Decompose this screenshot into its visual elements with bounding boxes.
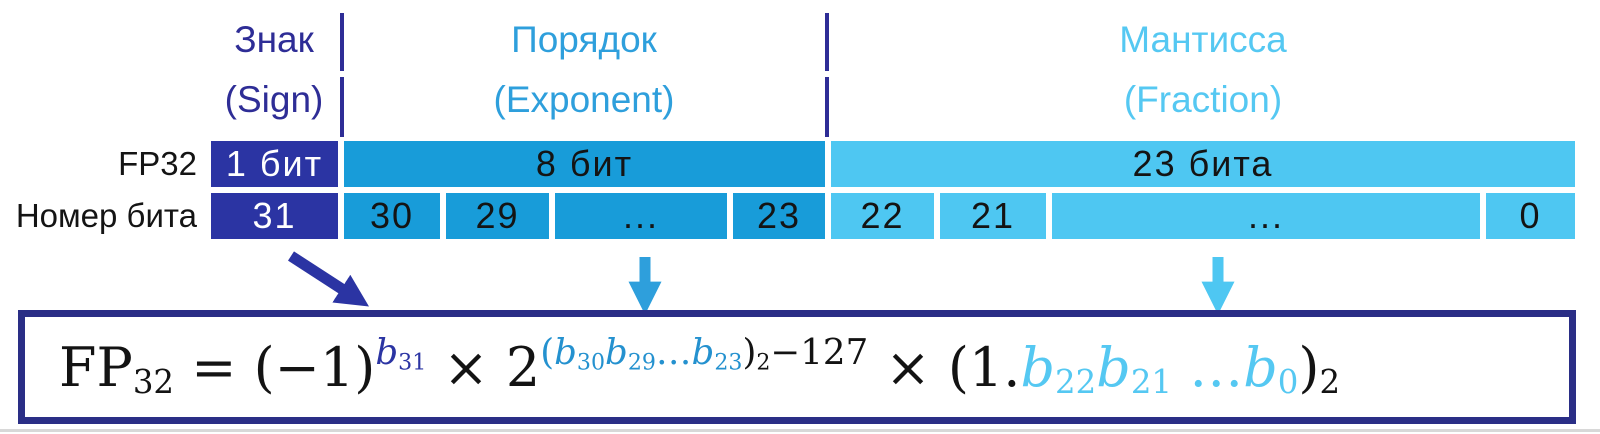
formula-mantissa-base-sub: 2 bbox=[1319, 363, 1341, 402]
fp32-sign-cell: 1 бит bbox=[211, 141, 338, 187]
formula-mantissa-open: (1. bbox=[947, 336, 1021, 400]
column-header-sign-en: (Sign) bbox=[224, 79, 324, 120]
formula-mantissa-close: ) bbox=[1298, 336, 1320, 400]
fp32-exponent-cell: 8 бит bbox=[344, 141, 825, 187]
bit-cell-ellipsis-mant: ... bbox=[1052, 193, 1480, 239]
formula-sign-base: (−1) bbox=[253, 336, 376, 400]
mantissa-arrow-icon bbox=[1201, 257, 1235, 311]
row-label-bit-number: Номер бита bbox=[15, 197, 197, 234]
column-header-exponent-en: (Exponent) bbox=[493, 79, 675, 120]
bit-cell-22: 22 bbox=[831, 193, 934, 239]
bit-cell-21: 21 bbox=[940, 193, 1046, 239]
exponent-arrow-icon bbox=[628, 257, 662, 311]
column-header-mantissa-en: (Fraction) bbox=[1123, 79, 1283, 120]
fp32-formula: FP32 = (−1)b31 × 2(b30b29…b23)2−127 × (1… bbox=[59, 332, 1340, 401]
formula-exponent-group: (b30b29…b23)2−127 bbox=[540, 332, 869, 376]
divider-sign-exponent bbox=[340, 77, 344, 137]
row-label-fp32: FP32 bbox=[118, 145, 197, 182]
formula-times-1: × bbox=[426, 336, 506, 400]
formula-fp-subscript: 32 bbox=[132, 363, 175, 402]
bit-cell-ellipsis-exp: ... bbox=[555, 193, 727, 239]
formula-times-2: × bbox=[868, 336, 948, 400]
formula-exponent-bias: −127 bbox=[770, 332, 869, 374]
column-header-mantissa-ru: Мантисса bbox=[1119, 19, 1287, 60]
column-header-exponent: Порядок (Exponent) bbox=[434, 10, 734, 130]
bit-cell-0: 0 bbox=[1486, 193, 1575, 239]
divider-exponent-mantissa bbox=[825, 13, 829, 71]
column-header-mantissa: Мантисса (Fraction) bbox=[1003, 10, 1403, 130]
bit-cell-29: 29 bbox=[446, 193, 549, 239]
fp32-mantissa-cell: 23 бита bbox=[831, 141, 1575, 187]
divider-sign-exponent bbox=[340, 13, 344, 71]
column-header-exponent-ru: Порядок bbox=[511, 19, 657, 60]
formula-box: FP32 = (−1)b31 × 2(b30b29…b23)2−127 × (1… bbox=[18, 310, 1576, 424]
formula-exp-base: 2 bbox=[505, 336, 541, 400]
sign-arrow-icon bbox=[288, 251, 369, 307]
divider-exponent-mantissa bbox=[825, 77, 829, 137]
column-header-sign-ru: Знак bbox=[234, 19, 314, 60]
formula-equals: = bbox=[174, 336, 254, 400]
formula-sign-exponent: b31 bbox=[375, 332, 427, 376]
bit-cell-23: 23 bbox=[733, 193, 825, 239]
formula-mantissa-bits: b22b21 …b0 bbox=[1020, 336, 1299, 402]
bottom-separator bbox=[0, 429, 1600, 432]
column-header-sign: Знак (Sign) bbox=[174, 10, 374, 130]
formula-fp: FP bbox=[59, 336, 133, 400]
bit-cell-31: 31 bbox=[211, 193, 338, 239]
bit-cell-30: 30 bbox=[344, 193, 440, 239]
